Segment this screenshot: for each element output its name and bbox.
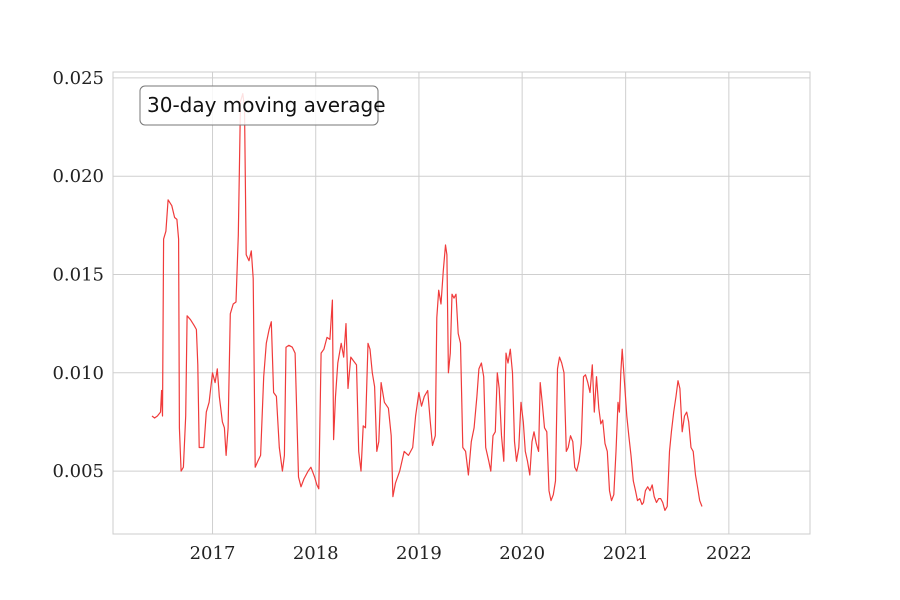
x-axis: 2017 2018 2019 2020 2021 2022 bbox=[190, 543, 752, 564]
y-tick-label: 0.005 bbox=[52, 461, 104, 482]
x-tick-label: 2022 bbox=[706, 543, 752, 564]
x-tick-label: 2017 bbox=[190, 543, 236, 564]
x-tick-label: 2018 bbox=[293, 543, 339, 564]
legend-box bbox=[139, 85, 379, 126]
x-tick-label: 2021 bbox=[603, 543, 649, 564]
grid bbox=[113, 72, 810, 534]
x-tick-label: 2019 bbox=[396, 543, 442, 564]
plot-frame bbox=[112, 71, 811, 535]
legend: 30-day moving average bbox=[139, 85, 386, 126]
series-line-moving-average bbox=[151, 93, 703, 511]
legend-label: 30-day moving average bbox=[147, 93, 386, 117]
x-tick-label: 2020 bbox=[499, 543, 545, 564]
y-tick-label: 0.020 bbox=[52, 166, 104, 187]
y-axis: 0.005 0.010 0.015 0.020 0.025 bbox=[52, 68, 104, 482]
y-tick-label: 0.015 bbox=[52, 264, 104, 285]
y-tick-label: 0.025 bbox=[52, 68, 104, 89]
y-tick-label: 0.010 bbox=[52, 363, 104, 384]
